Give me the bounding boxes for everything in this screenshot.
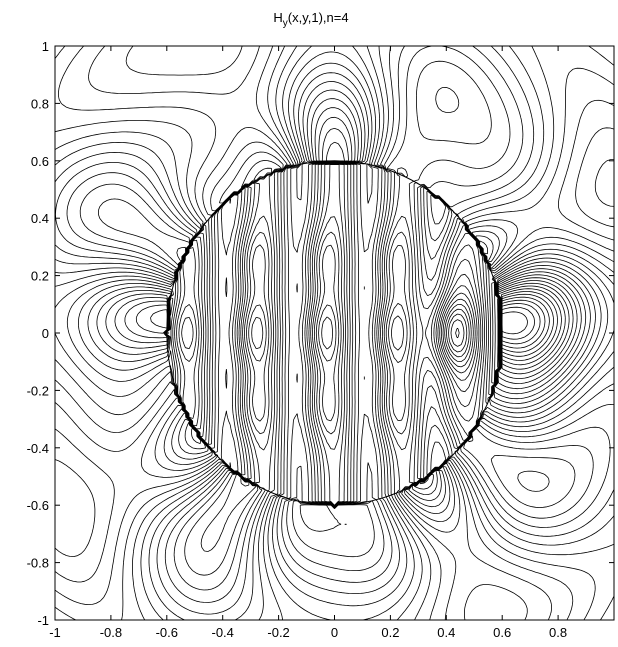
y-tick-label: -0.4 — [27, 441, 49, 456]
x-tick-label: 0.4 — [437, 625, 455, 640]
contour-level — [54, 45, 615, 621]
x-tick-label: -1 — [49, 625, 61, 640]
y-axis-tick-labels: 1 0.8 0.6 0.4 0.2 0 -0.2 -0.4 -0.6 -0.8 -1 — [27, 39, 49, 628]
contour-level — [325, 141, 345, 162]
contour-level — [501, 296, 550, 353]
x-tick-label: -0.8 — [100, 625, 122, 640]
x-tick-label: 0 — [331, 625, 338, 640]
y-tick-label: 0.2 — [31, 269, 49, 284]
contour-level — [321, 128, 349, 162]
x-tick-label: 0.8 — [549, 625, 567, 640]
contour-level — [78, 45, 609, 621]
y-tick-label: 0.4 — [31, 211, 49, 226]
x-tick-label: 0.2 — [381, 625, 399, 640]
contour-level — [87, 60, 602, 621]
contour-lines — [54, 45, 615, 621]
y-tick-label: 0 — [42, 326, 49, 341]
y-tick-label: -0.6 — [27, 498, 49, 513]
scatterer-circle — [166, 160, 503, 506]
y-tick-label: 0.6 — [31, 154, 49, 169]
x-tick-label: 0.6 — [493, 625, 511, 640]
y-tick-label: 1 — [42, 39, 49, 54]
contour-level — [98, 89, 488, 532]
contour-level — [105, 167, 591, 576]
y-tick-label: -0.8 — [27, 556, 49, 571]
contour-level — [54, 62, 615, 583]
y-tick-label: -1 — [37, 613, 49, 628]
x-axis-tick-labels: -1 -0.8 -0.6 -0.4 -0.2 0 0.2 0.4 0.6 0.8 — [49, 625, 567, 640]
title-subscript: y — [283, 18, 288, 29]
chart-title: Hy(x,y,1),n=4 — [273, 10, 348, 29]
contour-level — [318, 116, 353, 162]
contour-level — [501, 311, 528, 335]
contour-level — [54, 51, 615, 594]
axis-ticks — [54, 45, 614, 621]
x-tick-label: -0.6 — [156, 625, 178, 640]
contour-level — [124, 274, 582, 501]
contour-level — [176, 98, 359, 450]
x-tick-label: -0.4 — [211, 625, 233, 640]
scatterer-layer — [166, 160, 503, 506]
x-tick-label: -0.2 — [267, 625, 289, 640]
y-tick-label: 0.8 — [31, 96, 49, 111]
title-rest: (x,y,1),n=4 — [288, 10, 349, 25]
contour-level — [54, 45, 615, 621]
contour-level — [96, 87, 596, 591]
contour-level — [501, 299, 546, 349]
contour-level — [450, 291, 558, 361]
title-base: H — [273, 10, 282, 25]
contour-level — [114, 271, 587, 552]
contour-level — [191, 107, 356, 444]
y-tick-label: -0.2 — [27, 383, 49, 398]
contour-level — [66, 45, 615, 621]
